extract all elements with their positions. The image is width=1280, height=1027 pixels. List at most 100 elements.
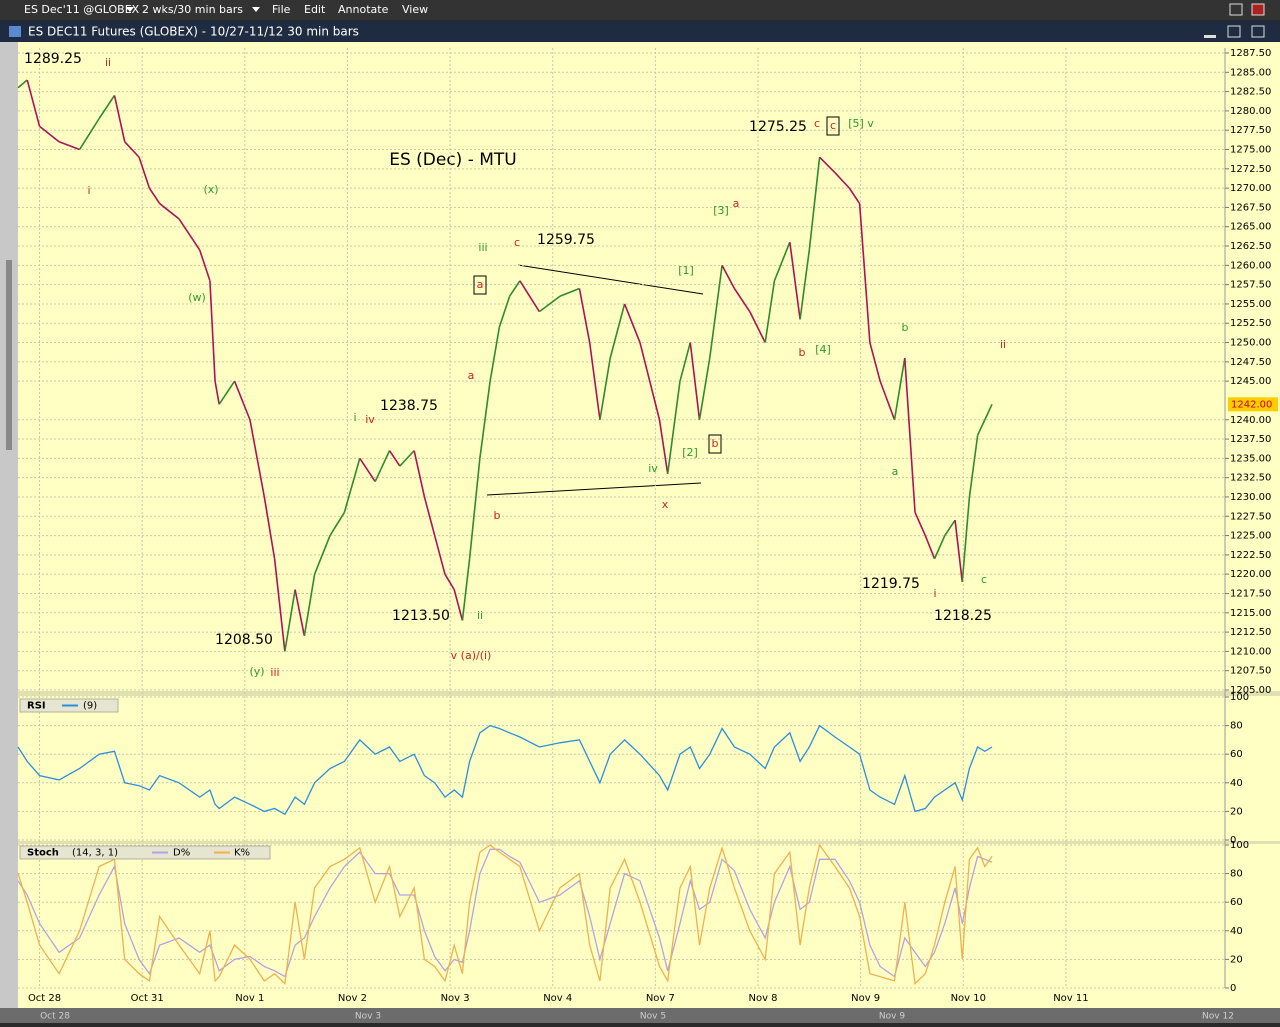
menu-item[interactable]: File bbox=[272, 3, 291, 16]
y-tick-label: 1240.00 bbox=[1230, 415, 1271, 426]
price-segment bbox=[78, 118, 100, 150]
y-tick-label: 100 bbox=[1230, 692, 1249, 703]
legend-label: D% bbox=[173, 848, 190, 859]
price-segment bbox=[453, 589, 464, 621]
overview-strip[interactable] bbox=[0, 1008, 1280, 1023]
price-segment bbox=[588, 342, 601, 420]
y-tick-label: 1215.00 bbox=[1230, 608, 1271, 619]
y-tick-label: 1230.00 bbox=[1230, 492, 1271, 503]
symbol[interactable]: ES Dec'11 @GLOBEX bbox=[24, 3, 140, 16]
menu-item[interactable]: View bbox=[402, 3, 428, 16]
price-segment bbox=[903, 357, 916, 513]
price-segment bbox=[698, 357, 711, 420]
y-tick-label: 1277.50 bbox=[1230, 125, 1271, 136]
price-segment bbox=[623, 303, 641, 343]
y-tick-label: 1207.50 bbox=[1230, 666, 1271, 677]
price-segment bbox=[879, 380, 896, 421]
annotation: iii bbox=[478, 241, 487, 254]
annotation: b bbox=[902, 321, 909, 334]
restore-button[interactable] bbox=[1227, 25, 1241, 38]
y-tick-label: 1282.50 bbox=[1230, 87, 1271, 98]
indicator-header bbox=[19, 845, 271, 860]
annotation: a bbox=[477, 278, 484, 291]
price-segment bbox=[538, 295, 561, 313]
annotation: 1259.75 bbox=[537, 232, 595, 248]
y-tick-label: 1257.50 bbox=[1230, 280, 1271, 291]
menu-item[interactable]: Annotate bbox=[338, 3, 389, 16]
y-tick-label: 1255.00 bbox=[1230, 299, 1271, 310]
price-segment bbox=[58, 141, 80, 151]
y-tick-label: 1275.00 bbox=[1230, 145, 1271, 156]
window-title: ES DEC11 Futures (GLOBEX) - 10/27-11/12 … bbox=[28, 25, 359, 39]
price-segment bbox=[294, 589, 306, 637]
close-button[interactable] bbox=[1251, 3, 1265, 16]
price-segment bbox=[468, 458, 481, 559]
annotation: c bbox=[830, 119, 836, 132]
price-segment bbox=[479, 381, 491, 459]
price-segment bbox=[388, 450, 401, 467]
y-tick-label: 1265.00 bbox=[1230, 222, 1271, 233]
scroll-strip[interactable] bbox=[0, 42, 18, 1008]
y-tick-label: 1210.00 bbox=[1230, 646, 1271, 657]
chart-title: ES (Dec) - MTU bbox=[389, 150, 517, 170]
maximize-button[interactable] bbox=[1229, 3, 1243, 16]
y-tick-label: 80 bbox=[1230, 869, 1243, 880]
price-segment bbox=[834, 172, 850, 189]
price-segment bbox=[976, 419, 986, 436]
price-segment bbox=[284, 589, 296, 652]
price-segment bbox=[773, 241, 791, 282]
annotation: iv bbox=[648, 462, 658, 475]
dropdown-arrow[interactable] bbox=[252, 7, 260, 12]
menu-bar bbox=[0, 0, 1280, 20]
annotation: iv bbox=[365, 413, 375, 426]
price-segment bbox=[819, 156, 836, 174]
indicator-line bbox=[17, 843, 993, 986]
y-tick-label: 1270.00 bbox=[1230, 183, 1271, 194]
annotation: (w) bbox=[188, 291, 206, 304]
price-segment bbox=[413, 450, 426, 498]
y-tick-label: 1222.50 bbox=[1230, 550, 1271, 561]
price-segment bbox=[26, 79, 41, 127]
y-tick-label: 1225.00 bbox=[1230, 531, 1271, 542]
x-tick-label: Nov 3 bbox=[441, 993, 470, 1004]
annotation: [1] bbox=[678, 264, 694, 277]
scroll-thumb[interactable] bbox=[6, 260, 12, 450]
annotation: [3] bbox=[713, 204, 729, 217]
x-tick-label: Nov 4 bbox=[543, 993, 572, 1004]
annotation: ii bbox=[477, 609, 483, 622]
y-tick-label: 1287.50 bbox=[1230, 48, 1271, 59]
indicator-params: (14, 3, 1) bbox=[72, 848, 118, 859]
annotation: 1275.25 bbox=[749, 119, 807, 135]
y-tick-label: 1217.50 bbox=[1230, 588, 1271, 599]
price-segment bbox=[273, 558, 286, 652]
y-tick-label: 60 bbox=[1230, 749, 1243, 760]
interval[interactable]: 2 wks/30 min bars bbox=[142, 3, 243, 16]
y-tick-label: 1220.00 bbox=[1230, 569, 1271, 580]
minimize-button[interactable] bbox=[1204, 35, 1216, 38]
close-button[interactable] bbox=[1251, 25, 1265, 38]
annotation: ii bbox=[1000, 338, 1006, 351]
legend-label: (9) bbox=[83, 701, 97, 712]
annotation-box bbox=[473, 275, 487, 295]
y-tick-label: 1280.00 bbox=[1230, 106, 1271, 117]
y-tick-label: 1245.00 bbox=[1230, 376, 1271, 387]
indicator-line bbox=[17, 724, 993, 816]
dropdown-arrow[interactable] bbox=[126, 7, 134, 12]
y-tick-label: 1237.50 bbox=[1230, 434, 1271, 445]
price-segment bbox=[433, 535, 446, 575]
last-price-tag bbox=[1228, 397, 1278, 412]
price-segment bbox=[658, 419, 669, 474]
indicator-title: Stoch bbox=[27, 848, 59, 859]
menu-item[interactable]: Edit bbox=[304, 3, 326, 16]
price-segment bbox=[578, 288, 591, 343]
price-segment bbox=[914, 512, 927, 536]
annotation: a bbox=[468, 369, 475, 382]
price-segment bbox=[329, 511, 346, 536]
annotation: b bbox=[494, 509, 501, 522]
annotation-box bbox=[826, 116, 840, 136]
y-tick-label: 40 bbox=[1230, 778, 1243, 789]
price-segment bbox=[666, 381, 681, 474]
x-tick-label: Nov 9 bbox=[851, 993, 880, 1004]
annotation: [4] bbox=[815, 343, 831, 356]
